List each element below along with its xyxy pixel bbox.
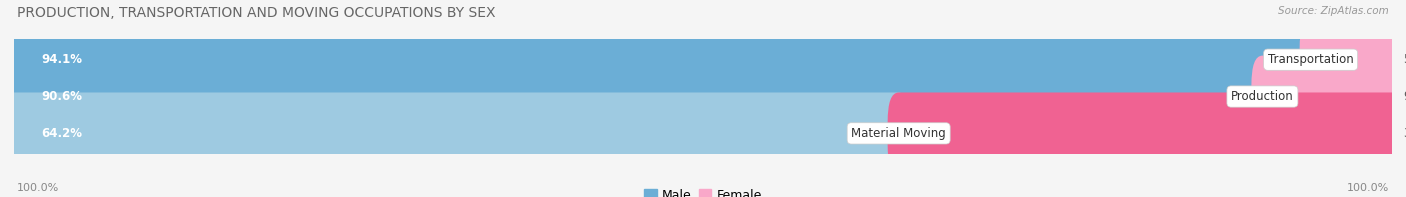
FancyBboxPatch shape xyxy=(14,42,1392,78)
Text: 100.0%: 100.0% xyxy=(1347,183,1389,193)
FancyBboxPatch shape xyxy=(3,19,1322,101)
Text: 9.4%: 9.4% xyxy=(1403,90,1406,103)
Text: 64.2%: 64.2% xyxy=(42,127,83,140)
FancyBboxPatch shape xyxy=(1299,19,1403,101)
Legend: Male, Female: Male, Female xyxy=(640,184,766,197)
FancyBboxPatch shape xyxy=(887,92,1403,174)
Text: Material Moving: Material Moving xyxy=(851,127,946,140)
FancyBboxPatch shape xyxy=(3,92,910,174)
Text: Transportation: Transportation xyxy=(1268,53,1354,66)
Text: 5.9%: 5.9% xyxy=(1403,53,1406,66)
Text: 100.0%: 100.0% xyxy=(17,183,59,193)
Text: 35.8%: 35.8% xyxy=(1403,127,1406,140)
Text: 94.1%: 94.1% xyxy=(42,53,83,66)
FancyBboxPatch shape xyxy=(14,115,1392,151)
FancyBboxPatch shape xyxy=(14,78,1392,115)
FancyBboxPatch shape xyxy=(1251,56,1403,138)
Text: PRODUCTION, TRANSPORTATION AND MOVING OCCUPATIONS BY SEX: PRODUCTION, TRANSPORTATION AND MOVING OC… xyxy=(17,6,495,20)
Text: 90.6%: 90.6% xyxy=(42,90,83,103)
Text: Source: ZipAtlas.com: Source: ZipAtlas.com xyxy=(1278,6,1389,16)
FancyBboxPatch shape xyxy=(3,56,1274,138)
Text: Production: Production xyxy=(1232,90,1294,103)
